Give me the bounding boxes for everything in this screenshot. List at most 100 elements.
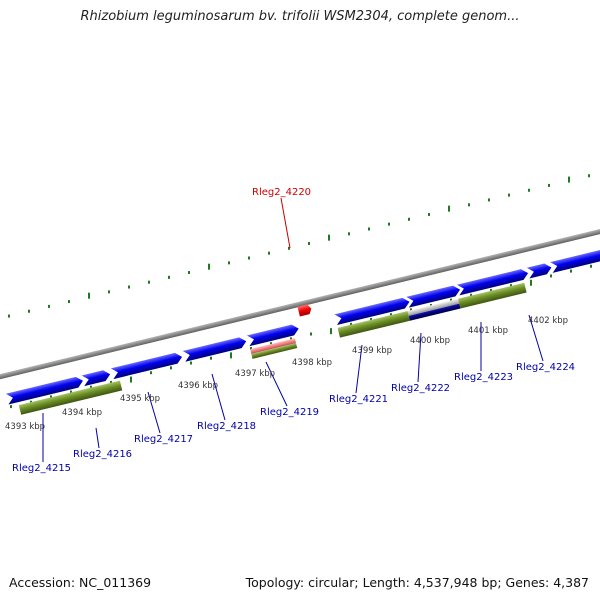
ruler-tick <box>288 246 290 250</box>
cds-bar-rleg2-4223[interactable] <box>458 282 527 309</box>
ruler-tick <box>108 290 110 294</box>
ruler-tick <box>550 274 552 278</box>
gene-arrow-rleg2-4221[interactable] <box>334 296 410 326</box>
gene-label-rleg2-4217[interactable]: Rleg2_4217 <box>134 434 193 445</box>
label-connectors <box>42 197 544 462</box>
gene-label-rleg2-4218[interactable]: Rleg2_4218 <box>197 421 256 432</box>
gene-arrow-rleg2-4219[interactable] <box>246 323 300 347</box>
ruler-tick <box>388 222 390 226</box>
label-connector-rleg2_4219 <box>265 361 288 407</box>
ruler-tick <box>88 292 90 299</box>
ruler-tick <box>350 322 352 326</box>
gene-arrow-rleg2-4217[interactable] <box>110 351 184 380</box>
kbp-label: 4398 kbp <box>292 358 332 368</box>
gene-label-rleg2-4221[interactable]: Rleg2_4221 <box>329 394 388 405</box>
gene-label-rleg2-4216[interactable]: Rleg2_4216 <box>73 449 132 460</box>
ruler-tick <box>468 203 470 207</box>
gene-label-rleg2-4220[interactable]: Rleg2_4220 <box>252 187 311 198</box>
kbp-label: 4396 kbp <box>178 381 218 391</box>
ruler-tick <box>488 198 490 202</box>
ruler-tick <box>590 264 592 268</box>
ruler-tick <box>428 212 430 216</box>
accession-label: Accession: NC_011369 <box>9 575 152 590</box>
ruler-tick <box>330 328 332 335</box>
gene-arrow-rleg2-4224a[interactable] <box>526 262 553 279</box>
ruler-tick <box>170 366 172 370</box>
cds-bar-rleg2-4221[interactable] <box>337 311 410 338</box>
label-connector-rleg2-4220 <box>280 197 291 249</box>
ruler-tick <box>148 280 150 284</box>
upper-ruler <box>8 174 590 318</box>
gene-label-rleg2-4222[interactable]: Rleg2_4222 <box>391 383 450 394</box>
label-connector-rleg2_4222 <box>417 332 422 383</box>
ruler-tick <box>68 300 70 304</box>
ruler-tick <box>248 256 250 260</box>
cds-bar-rleg2-4219[interactable] <box>250 338 297 354</box>
ruler-tick <box>508 193 510 197</box>
ruler-tick <box>410 308 412 312</box>
gene-label-rleg2-4224[interactable]: Rleg2_4224 <box>516 362 575 373</box>
ruler-tick <box>110 380 112 384</box>
gene-arrow-rleg2-4216[interactable] <box>81 369 112 387</box>
ruler-tick <box>588 174 590 178</box>
cds-bar-rleg2-4215[interactable] <box>18 380 123 415</box>
selected-gene-marker-rleg2-4220[interactable] <box>297 304 313 317</box>
ruler-tick <box>490 288 492 292</box>
ruler-tick <box>250 347 252 351</box>
kbp-label: 4394 kbp <box>62 408 102 418</box>
ruler-tick <box>308 241 310 245</box>
ruler-tick <box>188 271 190 275</box>
kbp-label: 4397 kbp <box>235 369 275 379</box>
ruler-tick <box>510 284 512 288</box>
ruler-tick <box>10 405 12 409</box>
ruler-tick <box>290 337 292 341</box>
ruler-tick <box>268 251 270 255</box>
ruler-tick <box>208 263 210 270</box>
label-connector-rleg2_4218 <box>211 373 226 421</box>
ruler-tick <box>448 205 450 212</box>
kbp-labels: 4393 kbp 4394 kbp 4395 kbp 4396 kbp 4397 kbp… <box>5 316 568 432</box>
pseudo-bar-rleg2-4222-b[interactable] <box>408 303 461 321</box>
kbp-label: 4401 kbp <box>468 326 508 336</box>
gene-arrow-rleg2-4223[interactable] <box>456 268 530 296</box>
ruler-tick <box>128 285 130 289</box>
cds-bar-rleg2-4219-b[interactable] <box>251 343 298 359</box>
genome-summary: Topology: circular; Length: 4,537,948 bp… <box>245 575 589 590</box>
ruler-tick <box>90 385 92 389</box>
ruler-tick <box>348 232 350 236</box>
gene-label-rleg2-4215[interactable]: Rleg2_4215 <box>12 463 71 474</box>
kbp-label: 4399 kbp <box>352 346 392 356</box>
gene-label-rleg2-4223[interactable]: Rleg2_4223 <box>454 372 513 383</box>
ruler-tick <box>270 342 272 346</box>
genome-title: Rhizobium leguminosarum bv. trifolii WSM… <box>80 9 520 24</box>
gene-label-rleg2-4219[interactable]: Rleg2_4219 <box>260 407 319 418</box>
ruler-tick <box>190 361 192 365</box>
label-connector-rleg2_4216 <box>95 427 100 449</box>
ruler-tick <box>328 234 330 241</box>
kbp-label: 4400 kbp <box>410 336 450 346</box>
label-connector-rleg2_4224 <box>528 314 544 362</box>
ruler-tick <box>368 227 370 231</box>
sequence-backbone <box>0 197 600 406</box>
kbp-label: 4393 kbp <box>5 422 45 432</box>
kbp-label: 4402 kbp <box>528 316 568 326</box>
ruler-tick <box>528 188 530 192</box>
gene-arrow-rleg2-4215-fwd[interactable] <box>5 375 84 405</box>
ruler-tick <box>210 356 212 360</box>
ruler-tick <box>570 269 572 273</box>
pseudo-bar-rleg2-4222[interactable] <box>407 298 460 316</box>
ruler-tick <box>310 332 312 336</box>
ruler-tick <box>48 304 50 308</box>
ruler-tick <box>568 176 570 183</box>
ruler-tick <box>530 279 532 286</box>
kbp-label: 4395 kbp <box>120 394 160 404</box>
ruler-tick <box>390 313 392 317</box>
gene-arrow-rleg2-4224b[interactable] <box>550 240 600 273</box>
gene-arrow-rleg2-4222[interactable] <box>406 284 461 308</box>
gene-arrow-rleg2-4218[interactable] <box>182 336 248 362</box>
ruler-tick <box>70 390 72 394</box>
ruler-tick <box>168 275 170 279</box>
